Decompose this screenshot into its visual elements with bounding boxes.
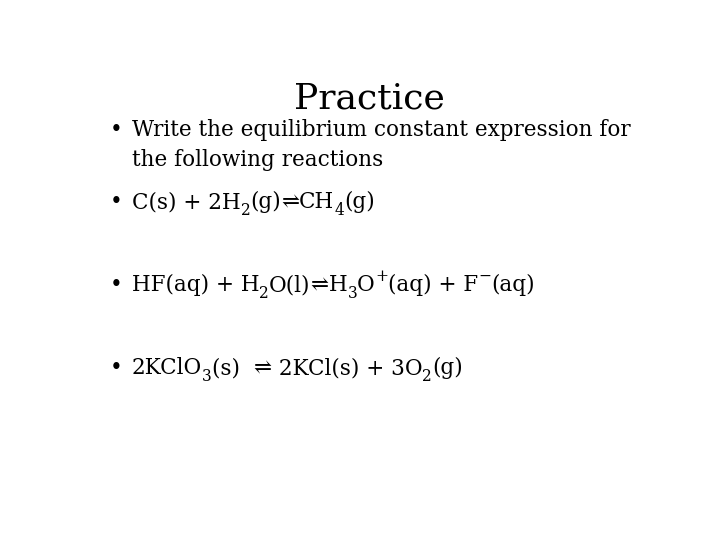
Text: (g): (g) [251,191,281,213]
Text: 2KCl(s) + 3O: 2KCl(s) + 3O [271,357,422,379]
Text: 2: 2 [259,285,269,302]
Text: Practice: Practice [294,82,444,116]
Text: 2: 2 [240,202,251,219]
Text: O: O [357,274,375,296]
Text: 3: 3 [202,368,212,385]
Text: ⇌: ⇌ [253,357,271,379]
Text: 2: 2 [422,368,432,385]
Text: •: • [109,119,122,141]
Text: 3: 3 [348,285,357,302]
Text: ⇌: ⇌ [281,191,299,213]
Text: (g): (g) [344,191,375,213]
Text: HF(aq) + H: HF(aq) + H [132,274,259,296]
Text: •: • [109,274,122,296]
Text: −: − [478,267,491,285]
Text: (aq): (aq) [491,274,535,296]
Text: •: • [109,357,122,379]
Text: H: H [329,274,348,296]
Text: •: • [109,191,122,213]
Text: +: + [375,267,388,285]
Text: 2KClO: 2KClO [132,357,202,379]
Text: (s): (s) [212,357,253,379]
Text: CH: CH [299,191,334,213]
Text: Write the equilibrium constant expression for
the following reactions: Write the equilibrium constant expressio… [132,119,631,171]
Text: ⇌: ⇌ [311,274,329,296]
Text: 4: 4 [334,202,344,219]
Text: C(s) + 2H: C(s) + 2H [132,191,240,213]
Text: (g): (g) [432,357,463,380]
Text: O(l): O(l) [269,274,311,296]
Text: (aq) + F: (aq) + F [388,274,478,296]
